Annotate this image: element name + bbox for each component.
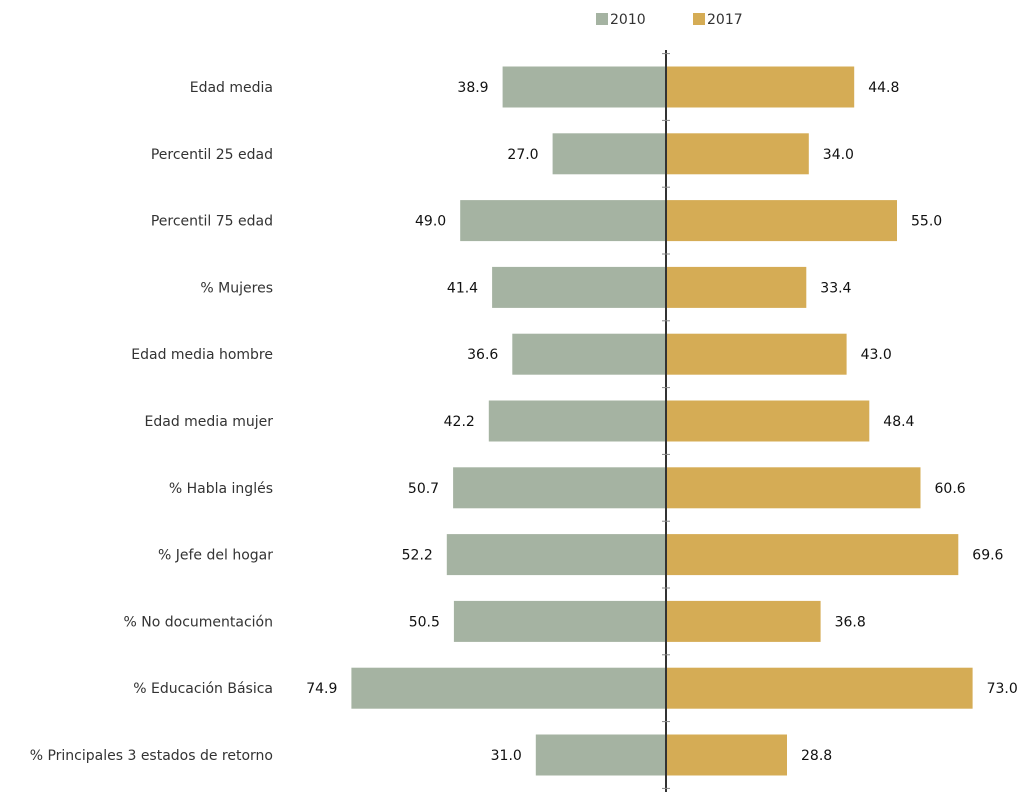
value-label-2010-pct-mujeres: 41.4 <box>447 280 478 296</box>
bar-2017-pct-no-documentacion <box>666 600 821 642</box>
value-label-2017-edad-media: 44.8 <box>868 80 899 96</box>
value-label-2017-pct-educacion-basica: 73.0 <box>987 681 1018 697</box>
bar-2017-pct-educacion-basica <box>666 667 973 709</box>
category-label-edad-media-mujer: Edad media mujer <box>145 414 274 430</box>
legend-label-2017: 2017 <box>707 12 743 28</box>
bar-2017-pct-principales-3-estados-de-retorno <box>666 734 787 776</box>
bar-2017-pct-habla-ingles <box>666 467 921 509</box>
value-labels: 38.9 44.8 27.0 34.0 49.0 55.0 41.4 33.4 36.6 43.0… <box>306 80 1018 764</box>
value-label-2017-percentil-75-edad: 55.0 <box>911 214 942 230</box>
bar-2010-pct-no-documentacion <box>453 600 666 642</box>
value-label-2010-edad-media-mujer: 42.2 <box>444 414 475 430</box>
bar-2010-pct-jefe-del-hogar <box>446 534 666 576</box>
value-label-2010-pct-principales-3-estados-de-retorno: 31.0 <box>491 748 522 764</box>
category-label-percentil-25-edad: Percentil 25 edad <box>151 147 273 163</box>
value-label-2017-pct-principales-3-estados-de-retorno: 28.8 <box>801 748 832 764</box>
value-label-2010-pct-jefe-del-hogar: 52.2 <box>402 548 433 564</box>
category-labels: Edad media Percentil 25 edad Percentil 75 … <box>30 80 274 764</box>
bar-2017-edad-media-hombre <box>666 333 847 375</box>
value-label-2017-pct-mujeres: 33.4 <box>820 280 851 296</box>
value-label-2010-pct-habla-ingles: 50.7 <box>408 481 439 497</box>
value-label-2010-edad-media: 38.9 <box>457 80 488 96</box>
bar-2017-percentil-75-edad <box>666 200 897 242</box>
bar-2010-percentil-25-edad <box>552 133 666 175</box>
center-axis <box>662 50 670 792</box>
category-label-pct-habla-ingles: % Habla inglés <box>169 481 273 497</box>
value-label-2010-percentil-75-edad: 49.0 <box>415 214 446 230</box>
bar-2017-edad-media <box>666 66 855 108</box>
bar-2010-edad-media <box>502 66 666 108</box>
bar-2010-pct-habla-ingles <box>453 467 666 509</box>
category-label-pct-no-documentacion: % No documentación <box>124 614 273 630</box>
bar-2010-pct-mujeres <box>492 266 666 308</box>
bar-2010-edad-media-mujer <box>488 400 666 442</box>
category-label-pct-mujeres: % Mujeres <box>200 280 273 296</box>
bar-2017-percentil-25-edad <box>666 133 809 175</box>
bar-2017-pct-mujeres <box>666 266 807 308</box>
legend-label-2010: 2010 <box>610 12 646 28</box>
value-label-2017-pct-no-documentacion: 36.8 <box>835 614 866 630</box>
legend-swatch-2010 <box>596 13 608 25</box>
bar-2010-percentil-75-edad <box>460 200 666 242</box>
bar-2017-pct-jefe-del-hogar <box>666 534 959 576</box>
value-label-2010-pct-no-documentacion: 50.5 <box>409 614 440 630</box>
legend: 2010 2017 <box>596 12 743 28</box>
bar-2017-edad-media-mujer <box>666 400 870 442</box>
category-label-percentil-75-edad: Percentil 75 edad <box>151 214 273 230</box>
category-label-pct-principales-3-estados-de-retorno: % Principales 3 estados de retorno <box>30 748 273 764</box>
value-label-2017-edad-media-hombre: 43.0 <box>861 347 892 363</box>
legend-swatch-2017 <box>693 13 705 25</box>
bar-2010-edad-media-hombre <box>512 333 666 375</box>
category-label-pct-educacion-basica: % Educación Básica <box>133 681 273 697</box>
category-label-pct-jefe-del-hogar: % Jefe del hogar <box>158 548 273 564</box>
value-label-2017-pct-jefe-del-hogar: 69.6 <box>972 548 1003 564</box>
bar-2010-pct-principales-3-estados-de-retorno <box>535 734 666 776</box>
value-label-2010-percentil-25-edad: 27.0 <box>507 147 538 163</box>
value-label-2010-edad-media-hombre: 36.6 <box>467 347 498 363</box>
value-label-2017-percentil-25-edad: 34.0 <box>823 147 854 163</box>
bar-2010-pct-educacion-basica <box>351 667 666 709</box>
value-label-2010-pct-educacion-basica: 74.9 <box>306 681 337 697</box>
category-label-edad-media-hombre: Edad media hombre <box>131 347 273 363</box>
bars-group <box>351 66 973 776</box>
category-label-edad-media: Edad media <box>190 80 273 96</box>
value-label-2017-edad-media-mujer: 48.4 <box>883 414 914 430</box>
value-label-2017-pct-habla-ingles: 60.6 <box>935 481 966 497</box>
